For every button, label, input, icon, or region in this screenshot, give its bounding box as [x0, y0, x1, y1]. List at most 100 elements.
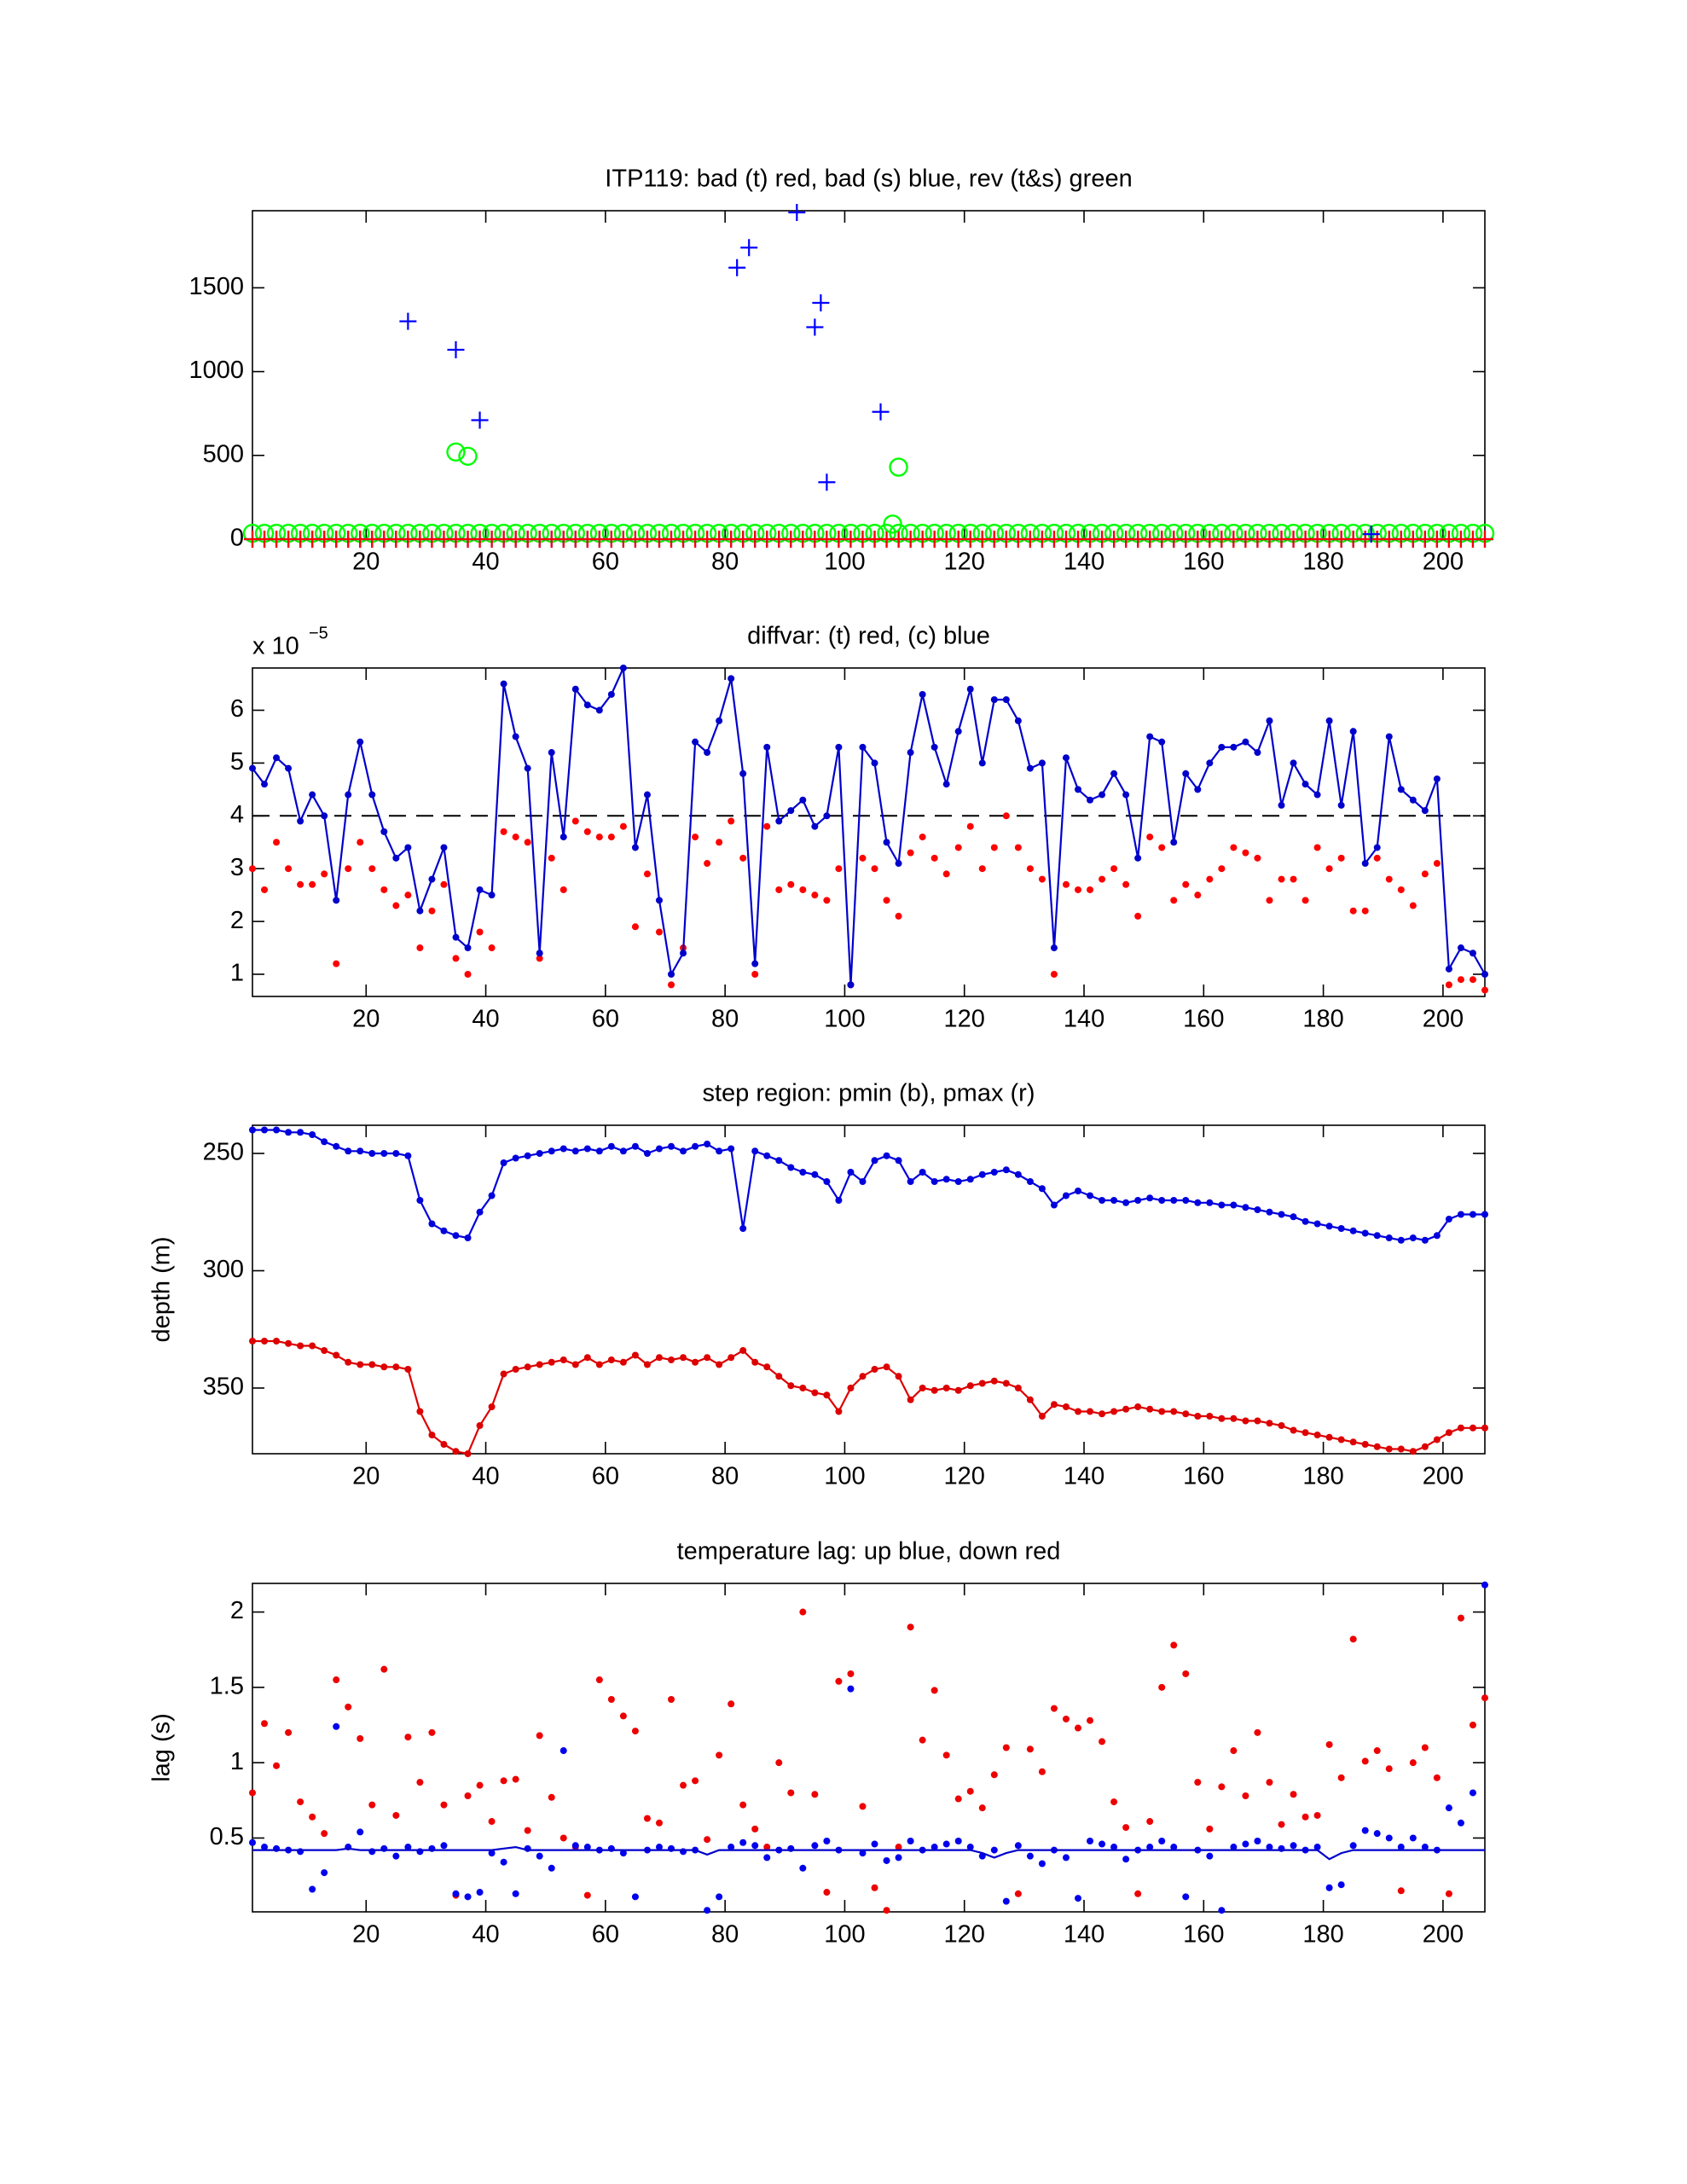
dot-marker	[249, 1126, 256, 1134]
dot-marker	[1373, 1443, 1381, 1450]
plus-marker	[872, 403, 890, 421]
x-tick-label: 120	[944, 1921, 985, 1949]
dot-marker	[942, 870, 950, 878]
x-tick-label: 20	[352, 1006, 380, 1033]
dot-marker	[643, 791, 651, 799]
dot-marker	[261, 781, 269, 788]
dot-marker	[1075, 886, 1082, 893]
dot-marker	[440, 1842, 448, 1850]
dot-marker	[1087, 886, 1094, 893]
dot-marker	[907, 749, 914, 757]
dot-marker	[1182, 1410, 1190, 1418]
dot-marker	[536, 1361, 543, 1368]
dot-marker	[1242, 849, 1249, 857]
dot-marker	[680, 1354, 687, 1362]
dot-marker	[1099, 1410, 1106, 1418]
dot-marker	[1421, 807, 1429, 815]
dot-marker	[1397, 886, 1405, 893]
x-tick-label: 100	[824, 1463, 865, 1490]
dot-marker	[559, 834, 567, 841]
dot-marker	[428, 1728, 436, 1736]
dot-marker	[1457, 944, 1464, 952]
dot-marker	[966, 685, 974, 693]
dot-marker	[559, 1145, 567, 1153]
dot-marker	[1158, 738, 1166, 746]
dot-marker	[392, 1811, 400, 1819]
dot-marker	[273, 1338, 281, 1345]
y-axis-label: lag (s)	[148, 1713, 176, 1782]
x-tick-label: 20	[352, 1463, 380, 1490]
dot-marker	[835, 865, 843, 873]
y-tick-label: 350	[203, 1374, 244, 1401]
dot-marker	[524, 1152, 531, 1159]
dot-marker	[1254, 749, 1261, 757]
dot-marker	[524, 1363, 531, 1371]
dot-marker	[631, 1351, 639, 1359]
dot-marker	[619, 1850, 627, 1857]
dot-marker	[1325, 865, 1333, 873]
dot-marker	[1075, 786, 1082, 793]
dot-marker	[1134, 1890, 1142, 1897]
dot-marker	[1026, 1178, 1034, 1185]
dot-marker	[249, 1338, 256, 1345]
dot-marker	[1337, 1774, 1345, 1781]
dot-marker	[1218, 1783, 1226, 1791]
dot-marker	[1122, 791, 1130, 799]
dot-marker	[895, 1854, 902, 1862]
dot-marker	[1146, 1818, 1154, 1826]
dot-marker	[1385, 1765, 1393, 1773]
dot-marker	[1301, 1813, 1309, 1821]
dot-marker	[548, 854, 555, 862]
circle-marker	[458, 446, 478, 466]
dot-marker	[1014, 1385, 1022, 1391]
x-tick-label: 200	[1423, 1921, 1464, 1949]
dot-marker	[1170, 897, 1178, 904]
panel: temperature lag: up blue, down red lag (s…	[148, 1538, 1488, 1949]
dot-marker	[488, 1850, 496, 1857]
dot-marker	[1385, 1234, 1393, 1241]
dot-marker	[1062, 1715, 1070, 1722]
dot-marker	[799, 796, 807, 804]
dot-marker	[321, 812, 328, 820]
dot-marker	[1481, 1581, 1488, 1589]
dot-marker	[1110, 1798, 1118, 1806]
dot-marker	[704, 1141, 711, 1147]
dot-marker	[1087, 1192, 1094, 1199]
dot-marker	[1242, 1204, 1249, 1211]
x-tick-label: 60	[592, 1921, 619, 1949]
dot-marker	[285, 1728, 293, 1736]
dot-marker	[1026, 1396, 1034, 1403]
dot-marker	[488, 1818, 496, 1826]
dot-marker	[728, 1700, 735, 1708]
dot-marker	[1445, 1429, 1452, 1437]
dot-marker	[440, 844, 448, 851]
dot-marker	[692, 1142, 699, 1150]
dot-marker	[1481, 971, 1488, 979]
dot-marker	[966, 1382, 974, 1390]
dot-marker	[1445, 1890, 1452, 1897]
dot-marker	[619, 1712, 627, 1720]
dot-marker	[1002, 1166, 1010, 1174]
dot-marker	[476, 1889, 484, 1896]
dot-marker	[440, 1227, 448, 1234]
dot-marker	[476, 928, 484, 936]
dot-marker	[643, 1150, 651, 1157]
dot-marker	[548, 1358, 555, 1366]
dot-marker	[1026, 1852, 1034, 1860]
dot-marker	[668, 981, 675, 989]
x-tick-label: 20	[352, 1921, 380, 1949]
dot-marker	[1002, 812, 1010, 820]
dot-marker	[297, 1798, 304, 1806]
dot-marker	[716, 839, 723, 846]
dot-marker	[1099, 1738, 1106, 1745]
chart-title: temperature lag: up blue, down red	[677, 1538, 1061, 1565]
dot-marker	[273, 1126, 281, 1134]
dot-marker	[333, 1722, 340, 1730]
dot-marker	[1110, 770, 1118, 777]
dot-marker	[1146, 1405, 1154, 1413]
dot-marker	[871, 759, 878, 767]
dot-marker	[1254, 1206, 1261, 1213]
dot-marker	[1026, 1745, 1034, 1753]
dot-marker	[655, 1819, 663, 1827]
dot-marker	[655, 928, 663, 936]
